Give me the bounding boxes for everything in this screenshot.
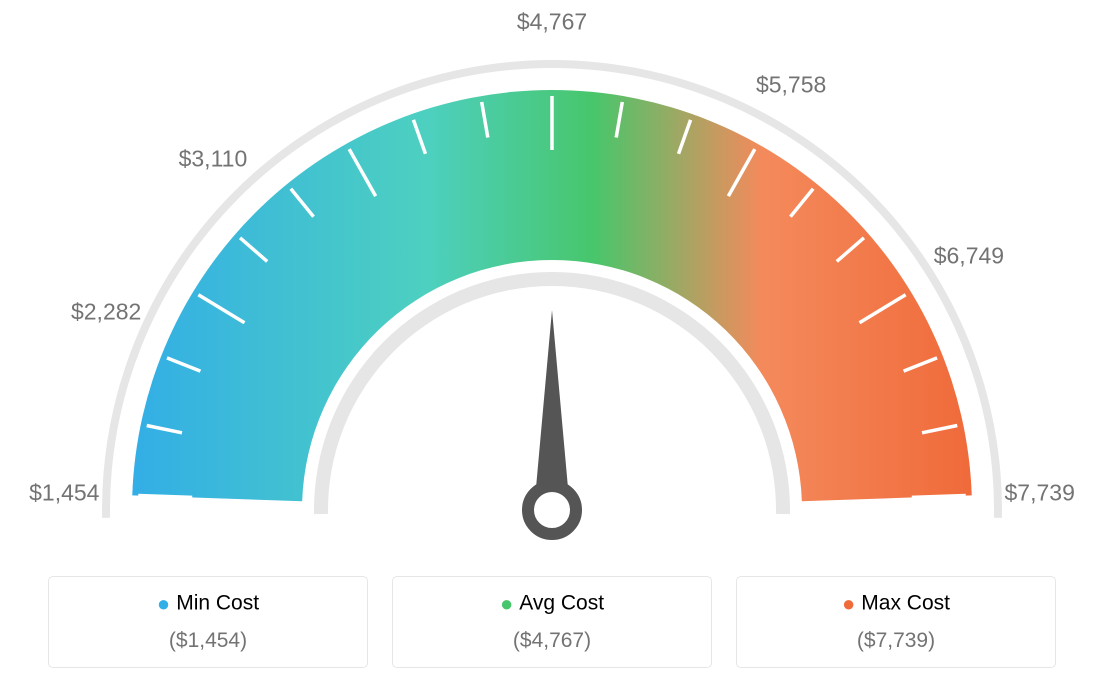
legend-title-min: ● Min Cost xyxy=(61,591,355,617)
gauge-tick-label: $3,110 xyxy=(179,146,248,173)
legend-title-max: ● Max Cost xyxy=(749,591,1043,617)
legend-title-max-text: Max Cost xyxy=(861,592,950,615)
legend-value-min: ($1,454) xyxy=(61,629,355,653)
gauge-tick-label: $5,758 xyxy=(756,71,826,98)
gauge-tick-label: $1,454 xyxy=(29,479,99,506)
legend-value-avg: ($4,767) xyxy=(405,629,699,653)
legend-card-max: ● Max Cost ($7,739) xyxy=(736,576,1056,668)
legend-card-min: ● Min Cost ($1,454) xyxy=(48,576,368,668)
legend-value-max: ($7,739) xyxy=(749,629,1043,653)
gauge-tick-label: $2,282 xyxy=(71,298,141,325)
gauge-tick-label: $4,767 xyxy=(517,9,587,36)
dot-icon: ● xyxy=(842,591,855,616)
gauge-tick-label: $6,749 xyxy=(934,243,1004,270)
dot-icon: ● xyxy=(157,591,170,616)
legend-title-avg: ● Avg Cost xyxy=(405,591,699,617)
legend-title-avg-text: Avg Cost xyxy=(519,592,604,615)
legend-card-avg: ● Avg Cost ($4,767) xyxy=(392,576,712,668)
dot-icon: ● xyxy=(500,591,513,616)
gauge-svg xyxy=(0,0,1104,560)
gauge-tick-label: $7,739 xyxy=(1005,479,1075,506)
legend-title-min-text: Min Cost xyxy=(176,592,259,615)
cost-gauge-chart: $1,454 $2,282 $3,110 $4,767 $5,758 $6,749 $7,7… xyxy=(0,0,1104,560)
legend-row: ● Min Cost ($1,454) ● Avg Cost ($4,767) ● M… xyxy=(0,576,1104,668)
